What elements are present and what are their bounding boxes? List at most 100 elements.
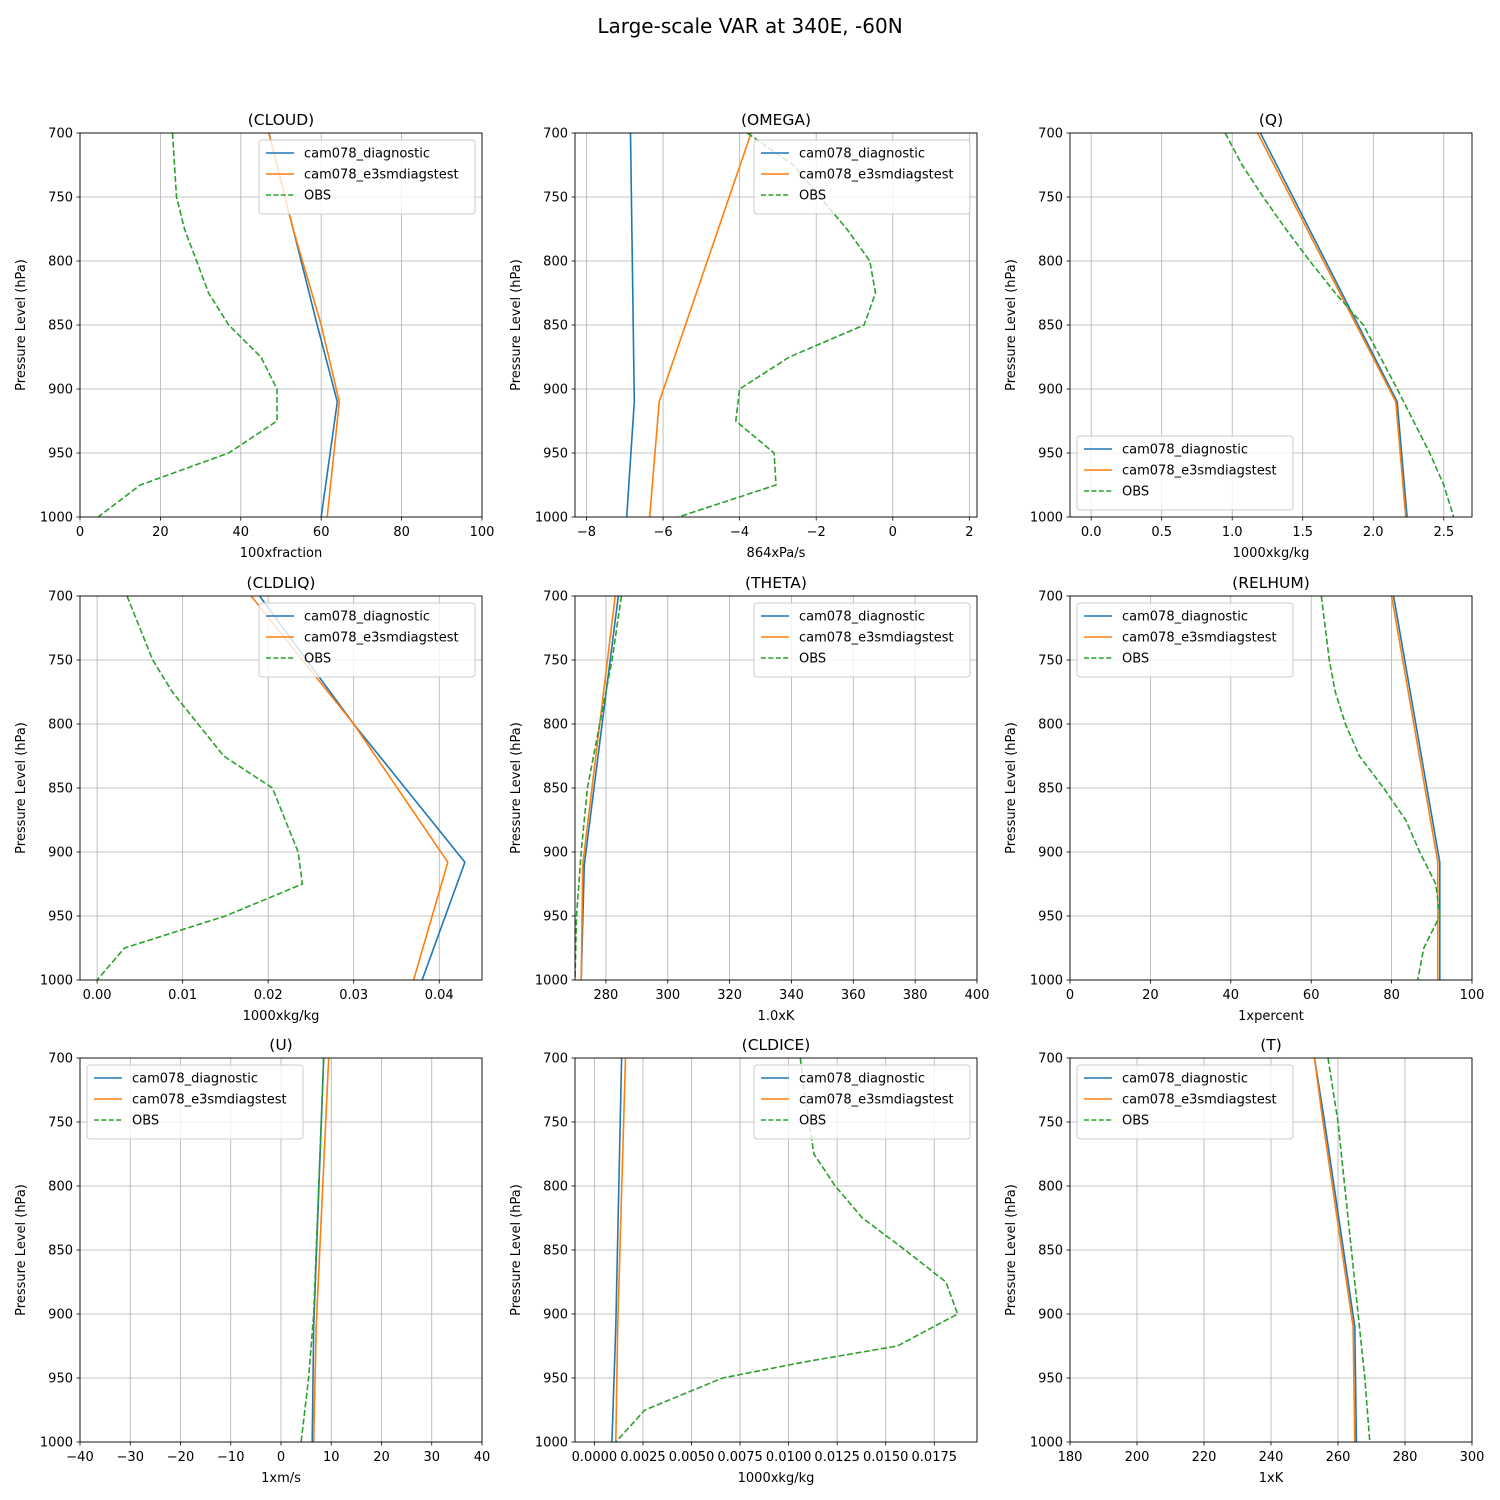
y-tick-label: 800: [48, 718, 73, 733]
y-tick-label: 700: [48, 127, 73, 142]
subplot-title: (U): [269, 1036, 292, 1054]
series-line-cam078-e3smdiagstest: [1390, 596, 1439, 980]
series-line-cam078-diagnostic: [1392, 596, 1441, 980]
legend-label: cam078_e3smdiagstest: [799, 168, 954, 183]
plot-frame: [1069, 132, 1473, 518]
legend-label: cam078_e3smdiagstest: [1122, 1093, 1277, 1108]
x-tick-label: 80: [1383, 988, 1400, 1003]
legend: cam078_diagnostic cam078_e3smdiagstest OBS: [1076, 435, 1294, 511]
legend-box: [753, 602, 971, 678]
y-tick-label: 900: [1038, 383, 1063, 398]
series-line-obs: [1327, 1058, 1371, 1442]
y-tick-label: 850: [48, 319, 73, 334]
plot-frame: [79, 595, 483, 981]
y-axis-label: Pressure Level (hPa): [1004, 722, 1019, 854]
y-tick-label: 750: [48, 1116, 73, 1131]
x-tick-label: 10: [323, 1450, 340, 1465]
x-tick-label: 220: [1192, 1450, 1217, 1465]
y-tick-label: 850: [1038, 319, 1063, 334]
y-tick-label: 750: [543, 654, 568, 669]
x-tick-label: 0.0075: [717, 1450, 763, 1465]
y-tick-label: 800: [543, 718, 568, 733]
legend-box: [753, 1064, 971, 1140]
y-axis-label: Pressure Level (hPa): [1004, 259, 1019, 391]
y-tick-label: 700: [1038, 590, 1063, 605]
y-tick-label: 1000: [535, 1436, 568, 1451]
y-tick-label: 950: [1038, 910, 1063, 925]
x-tick-label: −6: [653, 525, 672, 540]
legend-label: cam078_e3smdiagstest: [1122, 464, 1277, 479]
subplot: 180 200 220 240 260 280 300 700 750 800 850 900 950 1…: [1004, 1036, 1484, 1486]
x-axis-label: 1xm/s: [261, 1471, 301, 1486]
y-tick-label: 1000: [1030, 1436, 1063, 1451]
subplot: −8 −6 −4 −2 0 2 700 750 800 850 900 950 1000 (OMEGA) 8…: [509, 111, 978, 561]
x-tick-label: 260: [1326, 1450, 1351, 1465]
y-tick-label: 850: [1038, 1244, 1063, 1259]
x-tick-label: 0.0100: [766, 1450, 812, 1465]
x-axis-label: 100xfraction: [240, 546, 322, 561]
y-tick-label: 700: [48, 1052, 73, 1067]
subplot-title: (CLDICE): [742, 1036, 811, 1054]
legend-label: OBS: [132, 1114, 159, 1129]
legend-label: OBS: [1122, 1114, 1149, 1129]
y-tick-label: 750: [543, 191, 568, 206]
legend-label: OBS: [1122, 485, 1149, 500]
legend-box: [258, 139, 476, 215]
legend: cam078_diagnostic cam078_e3smdiagstest OBS: [1076, 602, 1294, 678]
x-tick-label: 380: [903, 988, 928, 1003]
legend: cam078_diagnostic cam078_e3smdiagstest OBS: [86, 1064, 304, 1140]
legend-label: OBS: [304, 189, 331, 204]
y-tick-label: 800: [48, 1180, 73, 1195]
legend-box: [753, 139, 971, 215]
x-tick-label: 40: [233, 525, 250, 540]
plot-frame: [574, 1057, 978, 1443]
x-axis-label: 864xPa/s: [747, 546, 806, 561]
y-tick-label: 800: [48, 255, 73, 270]
x-tick-label: 280: [1393, 1450, 1418, 1465]
x-tick-label: 20: [152, 525, 169, 540]
series-group: [1320, 596, 1441, 980]
y-tick-label: 900: [543, 1308, 568, 1323]
x-tick-label: 360: [841, 988, 866, 1003]
x-tick-label: 40: [474, 1450, 491, 1465]
x-tick-label: 0: [76, 525, 84, 540]
legend-label: OBS: [799, 652, 826, 667]
series-group: [300, 1058, 330, 1442]
x-tick-label: 280: [594, 988, 619, 1003]
y-tick-label: 900: [1038, 1308, 1063, 1323]
legend-box: [86, 1064, 304, 1140]
legend-label: cam078_e3smdiagstest: [132, 1093, 287, 1108]
x-tick-label: 0.0: [1081, 525, 1102, 540]
series-line-obs: [575, 596, 623, 980]
x-tick-label: 200: [1125, 1450, 1150, 1465]
legend-box: [258, 602, 476, 678]
plot-frame: [574, 595, 978, 981]
y-tick-label: 950: [543, 910, 568, 925]
series-line-cam078-e3smdiagstest: [312, 1058, 330, 1442]
y-tick-label: 850: [48, 1244, 73, 1259]
series-line-cam078-e3smdiagstest: [648, 133, 752, 517]
y-axis-label: Pressure Level (hPa): [14, 1184, 29, 1316]
y-tick-label: 800: [543, 255, 568, 270]
x-tick-label: 0.0150: [863, 1450, 909, 1465]
y-tick-label: 1000: [40, 974, 73, 989]
y-tick-label: 700: [1038, 1052, 1063, 1067]
legend-label: cam078_diagnostic: [799, 147, 925, 162]
legend-label: cam078_diagnostic: [1122, 610, 1248, 625]
y-tick-label: 850: [48, 782, 73, 797]
series-group: [1224, 133, 1455, 517]
x-tick-label: 0.01: [168, 988, 197, 1003]
legend: cam078_diagnostic cam078_e3smdiagstest OBS: [753, 1064, 971, 1140]
series-line-cam078-diagnostic: [625, 133, 636, 517]
y-tick-label: 1000: [535, 974, 568, 989]
y-tick-label: 950: [48, 447, 73, 462]
legend: cam078_diagnostic cam078_e3smdiagstest OBS: [753, 139, 971, 215]
y-tick-label: 850: [543, 1244, 568, 1259]
y-tick-label: 950: [48, 910, 73, 925]
x-tick-label: −30: [117, 1450, 144, 1465]
series-group: [625, 133, 877, 517]
legend: cam078_diagnostic cam078_e3smdiagstest OBS: [258, 602, 476, 678]
y-tick-label: 850: [543, 782, 568, 797]
subplot-title: (Q): [1259, 111, 1283, 129]
series-line-obs: [1224, 133, 1455, 517]
